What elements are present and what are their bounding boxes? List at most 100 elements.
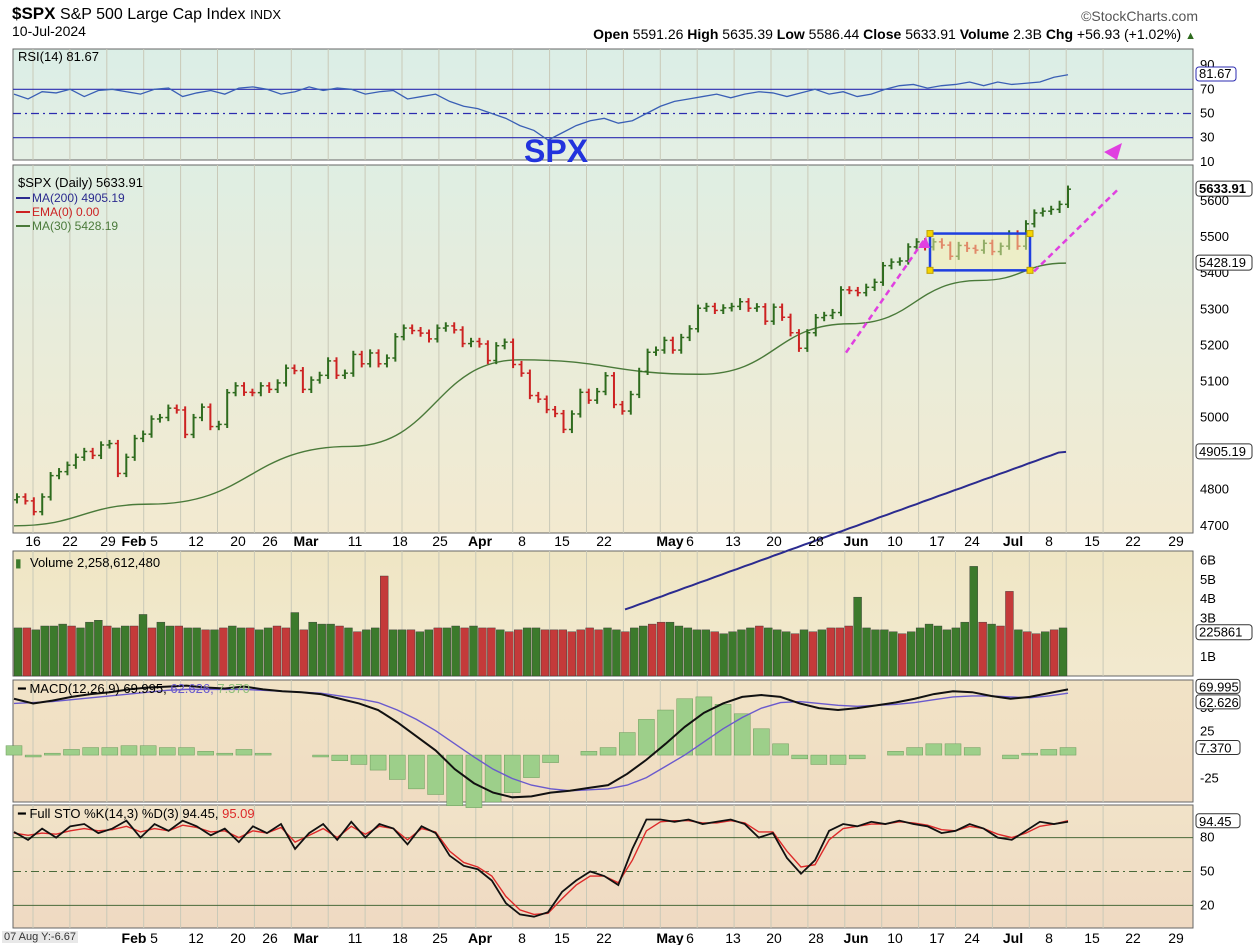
macd-histogram-bar bbox=[580, 751, 598, 756]
change-arrow-icon: ▲ bbox=[1185, 30, 1196, 42]
x-tick-label-top: 26 bbox=[262, 533, 278, 549]
price-legend: $SPX (Daily) 5633.91 bbox=[18, 175, 143, 190]
x-tick-label-bottom: 17 bbox=[929, 930, 945, 945]
volume-bar bbox=[871, 629, 880, 677]
macd-histogram-bar bbox=[427, 754, 444, 795]
volume-bar bbox=[639, 625, 648, 677]
volume-bar bbox=[674, 625, 684, 677]
close-value: 5633.91 bbox=[905, 26, 956, 42]
volume-bar bbox=[522, 627, 532, 677]
macd-badge-box bbox=[1195, 740, 1241, 756]
volume-badge-box bbox=[1195, 624, 1253, 641]
x-tick-label-top: May bbox=[656, 533, 683, 549]
volume-bar bbox=[156, 621, 166, 677]
volume-bar bbox=[424, 629, 434, 677]
volume-bar bbox=[388, 629, 398, 677]
macd-histogram-bar bbox=[523, 754, 540, 778]
macd-histogram-bar bbox=[389, 754, 406, 780]
x-tick-label-bottom: 8 bbox=[1045, 930, 1053, 945]
macd-histogram-bar bbox=[24, 754, 42, 758]
volume-bar bbox=[540, 629, 550, 677]
volume-bar bbox=[237, 627, 246, 677]
x-tick-label-top: Apr bbox=[468, 533, 493, 549]
macd-histogram-bar bbox=[1040, 749, 1058, 756]
volume-bar bbox=[308, 621, 317, 677]
x-tick-label-bottom: 12 bbox=[188, 930, 204, 945]
volume-bar bbox=[710, 631, 719, 677]
sto-legend: ━ Full STO %K(14,3) %D(3) 94.45, 95.09 bbox=[17, 806, 255, 821]
volume-bar bbox=[844, 625, 853, 677]
chart-date: 10-Jul-2024 bbox=[12, 23, 86, 39]
volume-bar bbox=[808, 631, 818, 677]
macd-histogram-bar bbox=[887, 751, 904, 756]
volume-bar bbox=[183, 627, 192, 677]
volume-bar bbox=[442, 627, 451, 677]
macd-histogram-bar bbox=[82, 747, 99, 756]
x-tick-label-top: 17 bbox=[929, 533, 945, 549]
x-tick-label-bottom: Jun bbox=[844, 930, 869, 945]
macd-histogram-bar bbox=[350, 754, 368, 765]
volume-bar bbox=[335, 625, 344, 677]
volume-bar bbox=[344, 627, 353, 677]
volume-bar bbox=[728, 631, 737, 677]
price-tick-label: 5600 bbox=[1200, 193, 1229, 208]
volume-bar bbox=[656, 621, 666, 677]
volume-bar bbox=[228, 625, 237, 677]
volume-bar bbox=[174, 625, 183, 677]
x-tick-label-bottom: 8 bbox=[518, 930, 526, 945]
index-name: S&P 500 Large Cap Index bbox=[59, 6, 246, 23]
volume-bar bbox=[576, 629, 585, 677]
macd-histogram-bar bbox=[753, 728, 770, 756]
volume-bar bbox=[790, 633, 800, 677]
volume-bar bbox=[49, 625, 58, 677]
sto-badge: 94.45 bbox=[1199, 814, 1232, 829]
macd-badge: 7.370 bbox=[1199, 741, 1232, 756]
macd-histogram-bar bbox=[599, 747, 617, 756]
trend-arrowhead-2 bbox=[1104, 143, 1122, 160]
brand-logo: ©StockCharts.com bbox=[1081, 8, 1198, 24]
volume-bar bbox=[299, 629, 308, 677]
exchange: INDX bbox=[250, 7, 282, 22]
macd-histogram-bar bbox=[963, 747, 981, 756]
volume-bar bbox=[755, 625, 764, 677]
x-tick-label-bottom: 20 bbox=[766, 930, 782, 945]
volume-bar bbox=[647, 623, 657, 677]
volume-bar bbox=[826, 627, 835, 677]
volume-bar bbox=[996, 625, 1005, 677]
volume-bar bbox=[567, 631, 576, 677]
price-legend-item: EMA(0) 0.00 bbox=[32, 205, 100, 219]
volume-bar bbox=[31, 629, 40, 677]
volume-bar bbox=[924, 623, 934, 677]
price-badge: 4905.19 bbox=[1199, 444, 1246, 459]
macd-histogram-bar bbox=[733, 713, 751, 756]
volume-bar bbox=[1032, 633, 1041, 677]
symbol: $SPX bbox=[12, 4, 56, 23]
volume-bar bbox=[1058, 627, 1068, 677]
x-tick-label-top: Mar bbox=[294, 533, 319, 549]
price-tick-label: 5200 bbox=[1200, 337, 1229, 352]
sto-badge-box bbox=[1195, 813, 1241, 829]
volume-bar bbox=[612, 629, 621, 677]
x-tick-label-top: 29 bbox=[1168, 533, 1184, 549]
volume-bar bbox=[978, 621, 987, 677]
macd-histogram-bar bbox=[408, 754, 425, 790]
panel-rsi bbox=[12, 48, 1194, 161]
macd-badge: 69.995 bbox=[1199, 679, 1239, 694]
ma30-line bbox=[13, 262, 1067, 527]
volume-bar bbox=[58, 623, 67, 677]
rsi-tick-label: 50 bbox=[1200, 106, 1214, 121]
x-tick-label-bottom: Feb bbox=[122, 930, 147, 945]
rsi-tick-label: 70 bbox=[1200, 81, 1214, 96]
volume-bar bbox=[1014, 629, 1023, 677]
volume-bar bbox=[585, 627, 594, 677]
x-tick-label-top: 6 bbox=[686, 533, 694, 549]
x-tick-label-bottom: 10 bbox=[887, 930, 903, 945]
panel-sto bbox=[12, 804, 1194, 929]
x-tick-label-top: 8 bbox=[1045, 533, 1053, 549]
volume-bar bbox=[112, 627, 121, 677]
rsi-tick-label: 10 bbox=[1200, 154, 1214, 169]
volume-bar bbox=[210, 629, 219, 677]
panel-macd bbox=[12, 679, 1194, 803]
macd-histogram-bar bbox=[1059, 747, 1077, 756]
volume-bar bbox=[853, 596, 862, 677]
